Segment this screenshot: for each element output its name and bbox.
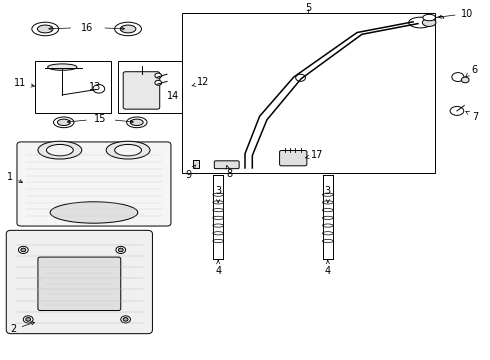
FancyBboxPatch shape	[123, 72, 160, 109]
Text: 4: 4	[215, 261, 221, 276]
Text: 6: 6	[466, 65, 477, 77]
Ellipse shape	[213, 232, 223, 235]
FancyBboxPatch shape	[38, 257, 121, 310]
Ellipse shape	[322, 201, 333, 204]
Ellipse shape	[213, 208, 223, 212]
Circle shape	[123, 318, 128, 321]
Bar	[193, 161, 199, 168]
Text: 2: 2	[10, 322, 35, 334]
Text: 17: 17	[305, 150, 323, 160]
Bar	[182, 13, 435, 173]
Ellipse shape	[115, 144, 142, 156]
Ellipse shape	[37, 25, 53, 33]
Text: 12: 12	[192, 77, 210, 87]
FancyBboxPatch shape	[6, 230, 152, 334]
Ellipse shape	[322, 224, 333, 227]
Circle shape	[116, 246, 125, 253]
FancyBboxPatch shape	[214, 161, 239, 169]
Circle shape	[26, 318, 30, 321]
Ellipse shape	[32, 22, 59, 36]
Ellipse shape	[120, 25, 136, 33]
Text: 3: 3	[325, 186, 331, 203]
Ellipse shape	[322, 208, 333, 212]
Ellipse shape	[115, 22, 142, 36]
Ellipse shape	[48, 64, 77, 70]
Circle shape	[93, 85, 105, 93]
Ellipse shape	[422, 19, 436, 27]
Ellipse shape	[213, 216, 223, 220]
Ellipse shape	[38, 141, 82, 159]
Circle shape	[118, 248, 123, 252]
Circle shape	[155, 80, 162, 85]
Text: 1: 1	[7, 172, 23, 183]
Ellipse shape	[213, 193, 223, 196]
Text: 11: 11	[14, 78, 34, 89]
Text: 10: 10	[439, 9, 473, 19]
Ellipse shape	[322, 193, 333, 196]
Ellipse shape	[50, 202, 138, 223]
Circle shape	[121, 316, 130, 323]
Bar	[118, 61, 189, 113]
Ellipse shape	[322, 232, 333, 235]
Text: 5: 5	[305, 3, 312, 13]
Ellipse shape	[47, 144, 73, 156]
Text: 16: 16	[80, 23, 93, 33]
Circle shape	[155, 73, 162, 78]
Ellipse shape	[53, 117, 74, 128]
Ellipse shape	[461, 77, 469, 83]
Ellipse shape	[450, 107, 464, 116]
Bar	[35, 61, 111, 113]
Ellipse shape	[409, 17, 432, 28]
Circle shape	[19, 246, 28, 253]
Ellipse shape	[106, 141, 150, 159]
Ellipse shape	[213, 239, 223, 243]
Circle shape	[295, 74, 305, 81]
FancyBboxPatch shape	[17, 142, 171, 226]
Ellipse shape	[130, 119, 143, 126]
Text: 13: 13	[89, 82, 101, 92]
Text: 15: 15	[94, 114, 106, 124]
Circle shape	[24, 316, 33, 323]
Text: 9: 9	[185, 165, 196, 180]
Text: 8: 8	[226, 166, 232, 179]
Circle shape	[21, 248, 26, 252]
Ellipse shape	[423, 14, 436, 21]
Text: 3: 3	[215, 186, 221, 203]
Ellipse shape	[126, 117, 147, 128]
Ellipse shape	[213, 201, 223, 204]
Ellipse shape	[213, 224, 223, 227]
Ellipse shape	[322, 239, 333, 243]
Ellipse shape	[57, 119, 70, 126]
Ellipse shape	[452, 73, 464, 81]
Ellipse shape	[322, 216, 333, 220]
Text: 14: 14	[167, 91, 179, 100]
Text: 4: 4	[325, 261, 331, 276]
FancyBboxPatch shape	[280, 150, 307, 166]
Text: 7: 7	[466, 111, 478, 122]
